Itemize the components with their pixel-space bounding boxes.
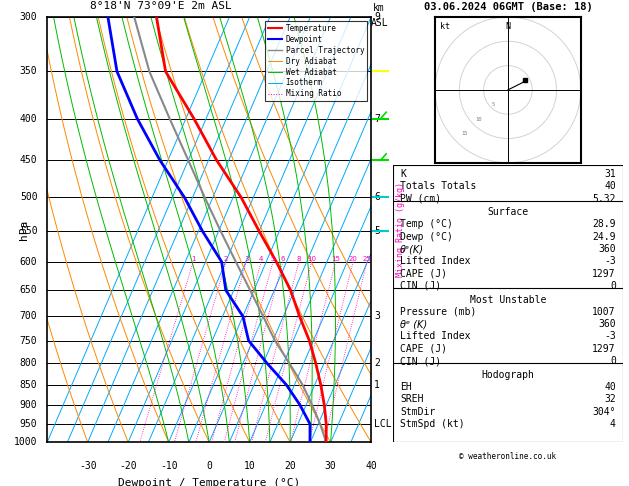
Text: 7: 7 — [374, 114, 380, 123]
Text: 40: 40 — [365, 461, 377, 471]
Text: 31: 31 — [604, 169, 616, 179]
Text: Temp (°C): Temp (°C) — [400, 219, 453, 229]
Text: 03.06.2024 06GMT (Base: 18): 03.06.2024 06GMT (Base: 18) — [423, 2, 593, 12]
Text: © weatheronline.co.uk: © weatheronline.co.uk — [459, 452, 557, 461]
Text: 40: 40 — [604, 181, 616, 191]
Text: 8: 8 — [297, 256, 301, 262]
Text: 400: 400 — [20, 114, 38, 123]
Text: 6: 6 — [281, 256, 285, 262]
Text: 360: 360 — [598, 319, 616, 329]
Text: -10: -10 — [160, 461, 177, 471]
Text: 500: 500 — [20, 192, 38, 203]
Text: 28.9: 28.9 — [593, 219, 616, 229]
Text: 32: 32 — [604, 394, 616, 404]
Text: 6: 6 — [374, 192, 380, 203]
Text: 800: 800 — [20, 359, 38, 368]
Text: 0: 0 — [206, 461, 212, 471]
Text: km: km — [374, 3, 385, 13]
Text: 2: 2 — [224, 256, 228, 262]
Text: 8°18'N 73°09'E 2m ASL: 8°18'N 73°09'E 2m ASL — [90, 0, 231, 11]
Text: LCL: LCL — [374, 419, 392, 429]
Text: 1000: 1000 — [14, 437, 38, 447]
Text: 20: 20 — [348, 256, 357, 262]
Text: 750: 750 — [20, 336, 38, 346]
Text: 1007: 1007 — [593, 307, 616, 317]
Text: 700: 700 — [20, 311, 38, 321]
Text: -3: -3 — [604, 331, 616, 342]
Text: 600: 600 — [20, 257, 38, 267]
Text: SREH: SREH — [400, 394, 423, 404]
Text: 300: 300 — [20, 12, 38, 22]
Text: 3: 3 — [374, 311, 380, 321]
Text: 360: 360 — [598, 244, 616, 254]
Text: 0: 0 — [610, 356, 616, 366]
Text: N: N — [506, 22, 510, 31]
Text: 10: 10 — [307, 256, 316, 262]
Text: 650: 650 — [20, 285, 38, 295]
Text: Surface: Surface — [487, 207, 528, 217]
Text: kt: kt — [440, 22, 450, 31]
Text: -20: -20 — [120, 461, 137, 471]
Text: Lifted Index: Lifted Index — [400, 331, 470, 342]
Text: 15: 15 — [461, 131, 467, 136]
Text: 5: 5 — [492, 102, 495, 107]
Text: 1297: 1297 — [593, 269, 616, 278]
Text: 10: 10 — [244, 461, 255, 471]
Text: Totals Totals: Totals Totals — [400, 181, 476, 191]
Text: 900: 900 — [20, 400, 38, 410]
Text: 40: 40 — [604, 382, 616, 392]
Text: K: K — [400, 169, 406, 179]
Text: ASL: ASL — [370, 17, 388, 28]
Text: CIN (J): CIN (J) — [400, 281, 441, 291]
Text: 304°: 304° — [593, 407, 616, 417]
Text: 950: 950 — [20, 419, 38, 429]
Text: EH: EH — [400, 382, 412, 392]
Text: 5.32: 5.32 — [593, 193, 616, 204]
Text: θᵉ (K): θᵉ (K) — [400, 319, 427, 329]
Text: 5: 5 — [374, 226, 380, 236]
Text: -3: -3 — [604, 256, 616, 266]
Text: 4: 4 — [610, 419, 616, 429]
Text: StmSpd (kt): StmSpd (kt) — [400, 419, 465, 429]
Text: θᵉ(K): θᵉ(K) — [400, 244, 424, 254]
Text: Lifted Index: Lifted Index — [400, 256, 470, 266]
Text: 0: 0 — [610, 281, 616, 291]
Text: 1: 1 — [374, 380, 380, 390]
Text: Dewp (°C): Dewp (°C) — [400, 232, 453, 242]
Text: 5: 5 — [271, 256, 275, 262]
Text: 20: 20 — [284, 461, 296, 471]
Text: Most Unstable: Most Unstable — [470, 295, 546, 305]
Text: Mixing Ratio (g/kg): Mixing Ratio (g/kg) — [396, 182, 405, 277]
Text: 4: 4 — [259, 256, 264, 262]
Text: 450: 450 — [20, 155, 38, 165]
Text: 30: 30 — [325, 461, 337, 471]
Text: 9: 9 — [374, 12, 380, 22]
Text: 10: 10 — [476, 117, 482, 122]
Text: CIN (J): CIN (J) — [400, 356, 441, 366]
Text: 1297: 1297 — [593, 344, 616, 354]
Text: 24.9: 24.9 — [593, 232, 616, 242]
Text: Pressure (mb): Pressure (mb) — [400, 307, 476, 317]
Text: hPa: hPa — [19, 220, 30, 240]
Text: 1: 1 — [191, 256, 196, 262]
Text: 850: 850 — [20, 380, 38, 390]
Text: Hodograph: Hodograph — [481, 370, 535, 380]
Text: -30: -30 — [79, 461, 96, 471]
Legend: Temperature, Dewpoint, Parcel Trajectory, Dry Adiabat, Wet Adiabat, Isotherm, Mi: Temperature, Dewpoint, Parcel Trajectory… — [265, 21, 367, 102]
Text: 350: 350 — [20, 67, 38, 76]
Text: 2: 2 — [374, 359, 380, 368]
Text: CAPE (J): CAPE (J) — [400, 269, 447, 278]
Text: Dewpoint / Temperature (°C): Dewpoint / Temperature (°C) — [118, 478, 300, 486]
Text: 3: 3 — [244, 256, 248, 262]
Text: PW (cm): PW (cm) — [400, 193, 441, 204]
Text: 550: 550 — [20, 226, 38, 236]
Text: 15: 15 — [331, 256, 340, 262]
Text: CAPE (J): CAPE (J) — [400, 344, 447, 354]
Text: 25: 25 — [362, 256, 371, 262]
Text: StmDir: StmDir — [400, 407, 435, 417]
